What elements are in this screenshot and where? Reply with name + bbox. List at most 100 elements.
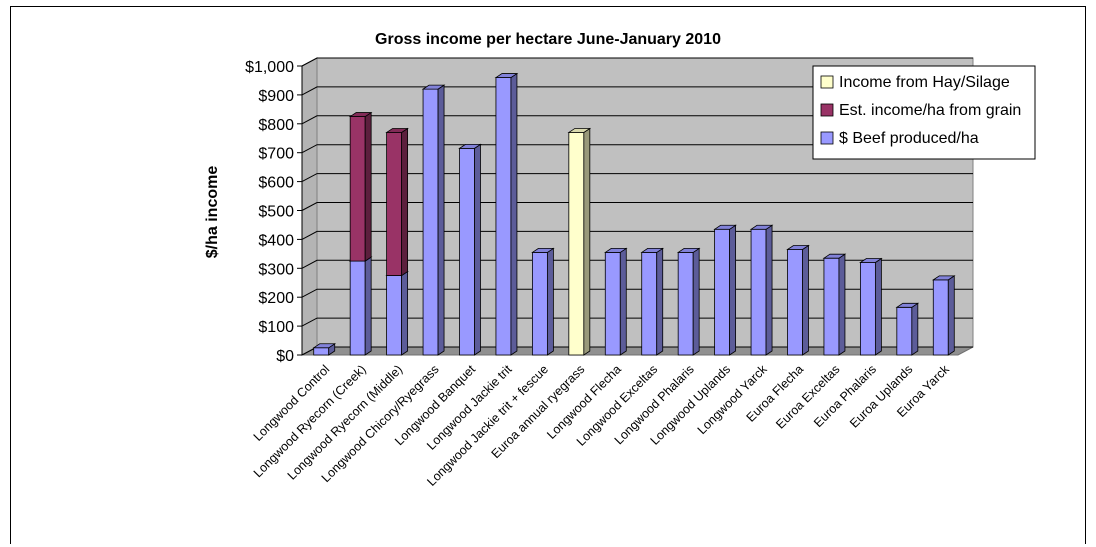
- y-axis-label: $/ha income: [204, 166, 221, 259]
- y-tick-label: $400: [258, 232, 294, 249]
- legend-label: $ Beef produced/ha: [839, 130, 979, 147]
- bar-side: [510, 72, 518, 356]
- bar-top: [676, 248, 701, 253]
- bar-front: [386, 275, 403, 356]
- bar-side: [401, 270, 409, 356]
- bar: [531, 247, 555, 356]
- bar-front: [677, 252, 694, 356]
- bar-side: [364, 111, 372, 262]
- bar: [603, 247, 628, 356]
- chart-title: Gross income per hectare June-January 20…: [375, 31, 721, 48]
- y-tick-label: $100: [258, 319, 294, 336]
- bar-front: [568, 132, 585, 356]
- gridline: [301, 57, 973, 67]
- bar-top: [749, 224, 774, 230]
- y-tick-label: $200: [258, 290, 294, 307]
- bar-top: [494, 73, 519, 78]
- bar-side: [583, 127, 591, 356]
- bar: [567, 127, 592, 356]
- bars: [312, 72, 956, 356]
- bar-side: [874, 257, 882, 356]
- bar: [348, 256, 373, 356]
- bar-side: [692, 247, 700, 356]
- bar-side: [656, 247, 664, 356]
- bar-front: [896, 306, 913, 356]
- legend: Income from Hay/Silage Est. income/ha fro…: [812, 65, 1036, 160]
- bar: [931, 275, 956, 356]
- bar-top: [567, 128, 592, 133]
- bar-top: [822, 253, 847, 259]
- legend-swatch: [820, 103, 834, 117]
- gridline: [301, 202, 973, 211]
- bar: [312, 343, 337, 356]
- y-tick-label: $1,000: [245, 59, 294, 76]
- bar: [749, 224, 774, 356]
- y-tick-label: $600: [258, 175, 294, 192]
- bar: [385, 270, 409, 356]
- bar-front: [531, 252, 548, 356]
- bar: [676, 247, 701, 356]
- x-tick-label: Euroa Exceltas: [773, 362, 842, 431]
- bar-side: [619, 247, 627, 356]
- bar-top: [348, 112, 373, 117]
- bar-top: [421, 84, 446, 90]
- bar-side: [546, 247, 554, 356]
- bar-front: [641, 252, 658, 356]
- legend-label: Est. income/ha from grain: [839, 102, 1021, 119]
- bar-side: [911, 302, 919, 356]
- bar-front: [932, 279, 949, 356]
- bar: [786, 244, 810, 356]
- bar-side: [474, 143, 481, 356]
- bar: [859, 257, 883, 356]
- bar-front: [750, 228, 767, 356]
- bar-side: [364, 256, 372, 356]
- bar-top: [531, 248, 555, 253]
- legend-swatch: [820, 75, 834, 89]
- x-tick-label: Euroa Uplands: [847, 362, 915, 430]
- bar-top: [312, 343, 337, 349]
- y-tick-label: $700: [258, 146, 294, 163]
- bar-front: [714, 228, 731, 356]
- gridline: [301, 86, 973, 96]
- bar-top: [931, 275, 956, 281]
- gridline: [301, 115, 973, 125]
- gridline: [301, 173, 973, 183]
- y-axis-ticks: $0 $100 $200 $300 $400 $500 $600 $700 $800 $900 $1…: [245, 59, 303, 365]
- bar: [713, 224, 737, 356]
- bar-top: [385, 128, 409, 133]
- bar: [640, 247, 665, 356]
- y-tick-label: $500: [258, 204, 294, 221]
- bar: [458, 143, 482, 356]
- bar-front: [859, 262, 876, 356]
- legend-box: [812, 65, 1036, 160]
- bar-top: [603, 248, 628, 253]
- bar-front: [386, 132, 403, 276]
- bar-front: [349, 116, 366, 262]
- y-tick-label: $800: [258, 117, 294, 134]
- bar-front: [787, 249, 803, 356]
- bar-top: [895, 302, 920, 308]
- y-tick-label: $0: [276, 348, 294, 365]
- bar-side: [947, 275, 955, 356]
- bar-side: [437, 84, 445, 356]
- bar-front: [422, 88, 439, 356]
- bar-top: [458, 143, 482, 149]
- chart-frame: [10, 6, 1086, 544]
- legend-label: Income from Hay/Silage: [839, 74, 1010, 91]
- bar-front: [604, 252, 621, 356]
- bar-front: [459, 147, 475, 356]
- bar-top: [713, 224, 737, 230]
- bar: [348, 111, 373, 262]
- bar: [895, 302, 920, 356]
- bar-top: [640, 248, 665, 253]
- bar: [822, 253, 847, 356]
- bar: [385, 127, 409, 277]
- bar-top: [786, 245, 810, 250]
- bar-front: [349, 260, 366, 356]
- bar-side: [401, 127, 409, 277]
- bar-side: [838, 253, 846, 356]
- y-tick-label: $900: [258, 88, 294, 105]
- gridline: [301, 144, 973, 154]
